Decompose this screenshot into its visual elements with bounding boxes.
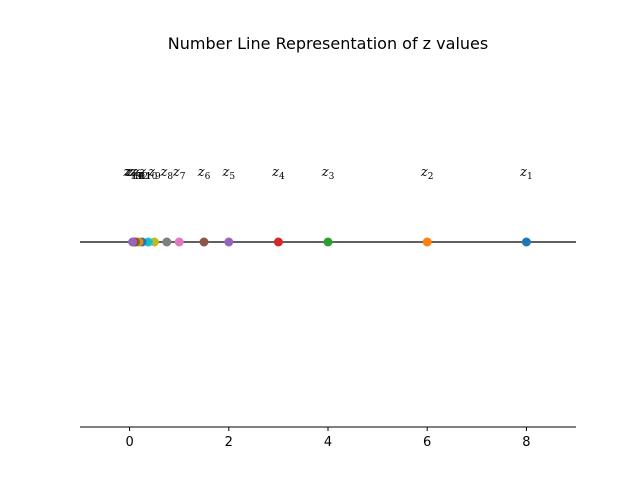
x-tick-label: 8 xyxy=(522,435,530,450)
point-label: z12 xyxy=(129,165,148,182)
point-label-variable: z xyxy=(138,165,146,180)
point-label-subscript: 9 xyxy=(155,172,161,182)
point-label-subscript: 8 xyxy=(167,172,173,182)
point-label-subscript: 7 xyxy=(180,172,186,182)
point-label-subscript: 5 xyxy=(229,172,235,182)
point-label-variable: z xyxy=(321,165,329,180)
x-tick-label: 0 xyxy=(125,435,133,450)
point-label: z5 xyxy=(222,165,236,182)
point-label: z1 xyxy=(519,165,533,182)
point-label-subscript: 12 xyxy=(137,172,148,182)
point-label: z8 xyxy=(160,165,174,182)
point-label: z10 xyxy=(138,165,158,182)
point-label: z6 xyxy=(197,165,211,182)
point-label-subscript: 10 xyxy=(146,172,158,182)
x-tick-label: 4 xyxy=(324,435,332,450)
point-label: z3 xyxy=(321,165,335,182)
point-label-variable: z xyxy=(122,165,130,180)
point-label-variable: z xyxy=(124,165,132,180)
data-point xyxy=(224,237,234,247)
point-label-variable: z xyxy=(271,165,279,180)
point-label-subscript: 11 xyxy=(140,172,151,182)
point-label: z13 xyxy=(126,165,146,182)
point-label-subscript: 15 xyxy=(130,172,142,182)
x-tick-label: 6 xyxy=(423,435,431,450)
data-point xyxy=(128,237,138,247)
point-label-subscript: 3 xyxy=(329,172,335,182)
chart-title: Number Line Representation of z values xyxy=(168,34,488,53)
point-label-variable: z xyxy=(129,165,137,180)
x-axis-ticks: 0 2 4 6 8 xyxy=(125,427,531,450)
point-label: z4 xyxy=(271,165,285,182)
data-point xyxy=(143,237,153,247)
point-label-subscript: 14 xyxy=(132,172,144,182)
point-label-subscript: 13 xyxy=(134,172,146,182)
point-label-subscript: 2 xyxy=(428,172,434,182)
point-label-variable: z xyxy=(222,165,230,180)
point-label-variable: z xyxy=(132,165,140,180)
point-label: z11 xyxy=(132,165,151,182)
data-point xyxy=(149,237,159,247)
point-label: z2 xyxy=(420,165,434,182)
point-label: z15 xyxy=(122,165,142,182)
point-label-subscript: 4 xyxy=(279,172,285,182)
data-point xyxy=(521,237,531,247)
point-label: z14 xyxy=(124,165,144,182)
data-point xyxy=(273,237,283,247)
data-points xyxy=(128,237,531,247)
x-tick-label: 2 xyxy=(225,435,233,450)
point-label-variable: z xyxy=(172,165,180,180)
point-label-variable: z xyxy=(197,165,205,180)
point-label-subscript: 1 xyxy=(527,172,533,182)
data-point xyxy=(323,237,333,247)
data-point xyxy=(162,237,172,247)
point-label: z9 xyxy=(147,165,161,182)
point-label-variable: z xyxy=(160,165,168,180)
data-point xyxy=(174,237,184,247)
point-label-subscript: 6 xyxy=(205,172,211,182)
point-label-variable: z xyxy=(420,165,428,180)
point-label-variable: z xyxy=(126,165,134,180)
data-point xyxy=(422,237,432,247)
point-label-variable: z xyxy=(519,165,527,180)
point-label-variable: z xyxy=(147,165,155,180)
data-point xyxy=(199,237,209,247)
point-label: z7 xyxy=(172,165,186,182)
